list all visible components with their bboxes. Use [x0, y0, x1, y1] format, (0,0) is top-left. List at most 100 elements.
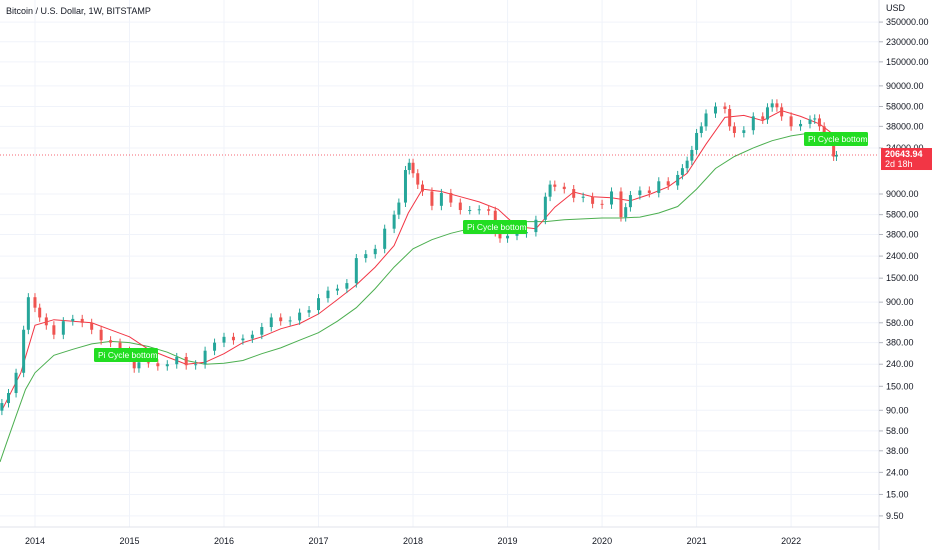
- signal-label-3: Pi Cycle bottom: [804, 132, 868, 146]
- candle-body: [822, 126, 826, 138]
- candle-body: [680, 168, 684, 175]
- x-tick-label: 2015: [119, 536, 139, 546]
- candle-body: [213, 342, 217, 351]
- candle-body: [534, 219, 538, 233]
- candle-body: [279, 317, 283, 322]
- candle-body: [416, 173, 420, 185]
- candle-body: [184, 356, 188, 366]
- x-tick-label: 2020: [592, 536, 612, 546]
- candle-body: [699, 126, 703, 133]
- candle-body: [392, 214, 396, 229]
- candle-body: [751, 116, 755, 131]
- candle-body: [817, 118, 821, 127]
- y-tick-label: 9000.00: [886, 189, 919, 199]
- candle-body: [33, 297, 37, 308]
- candle-body: [203, 350, 207, 365]
- candle-body: [543, 196, 547, 220]
- y-tick-label: 24.00: [886, 467, 909, 477]
- ma-line-green: [0, 131, 837, 463]
- candle-body: [298, 312, 302, 321]
- candle-body: [728, 108, 732, 127]
- candle-body: [38, 307, 42, 318]
- candle-body: [477, 209, 481, 211]
- candle-body: [403, 170, 407, 203]
- candle-body: [799, 123, 803, 127]
- y-tick-label: 150.00: [886, 381, 914, 391]
- candle-body: [808, 119, 812, 124]
- candle-body: [548, 184, 552, 197]
- candle-body: [99, 329, 103, 341]
- candle-body: [624, 207, 628, 218]
- candle-body: [770, 103, 774, 108]
- y-tick-label: 58.00: [886, 426, 909, 436]
- candle-body: [506, 235, 510, 239]
- candle-body: [628, 195, 632, 208]
- candle-body: [354, 258, 358, 284]
- candle-body: [260, 327, 264, 335]
- candle-body: [468, 210, 472, 212]
- candle-body: [411, 162, 415, 174]
- candle-body: [7, 393, 11, 404]
- right-axis-background[interactable]: [879, 0, 932, 550]
- y-tick-label: 580.00: [886, 318, 914, 328]
- candle-body: [345, 283, 349, 289]
- candle-body: [250, 334, 254, 339]
- candle-body: [222, 336, 226, 343]
- price-badge: 20643.94 2d 18h: [881, 148, 932, 171]
- candle-body: [439, 192, 443, 206]
- y-tick-label: 38.00: [886, 446, 909, 456]
- candle-body: [317, 298, 321, 311]
- candle-body: [420, 184, 424, 192]
- ma-green-layer: [0, 131, 837, 463]
- candle-body: [553, 184, 557, 187]
- y-tick-label: 90.00: [886, 405, 909, 415]
- candle-body: [780, 107, 784, 117]
- candle-body: [118, 342, 122, 351]
- candle-body: [156, 363, 160, 367]
- candle-body: [676, 174, 680, 186]
- candle-body: [364, 254, 368, 259]
- x-tick-label: 2017: [309, 536, 329, 546]
- candle-body: [591, 196, 595, 204]
- y-tick-label: 1500.00: [886, 273, 919, 283]
- candle-body: [231, 336, 235, 341]
- candle-body: [695, 132, 699, 150]
- candle-body: [619, 191, 623, 218]
- candle-body: [834, 155, 838, 157]
- candle-body: [832, 137, 836, 157]
- y-tick-label: 5800.00: [886, 210, 919, 220]
- candle-body: [742, 130, 746, 133]
- x-tick-label: 2019: [498, 536, 518, 546]
- candle-body: [26, 297, 30, 330]
- candle-body: [775, 103, 779, 108]
- y-tick-label: 150000.00: [886, 57, 929, 67]
- candle-layer: [0, 99, 838, 416]
- signal-layer: Pi Cycle bottom Pi Cycle bottom Pi Cycle…: [94, 132, 868, 362]
- y-tick-label: 58000.00: [886, 101, 924, 111]
- candle-body: [487, 209, 491, 211]
- x-tick-label: 2021: [687, 536, 707, 546]
- candle-body: [175, 356, 179, 365]
- candle-body: [723, 106, 727, 109]
- y-tick-label: 24000.00: [886, 143, 924, 153]
- y-tick-label: 90000.00: [886, 81, 924, 91]
- candle-body: [572, 189, 576, 198]
- candle-body: [610, 191, 614, 205]
- candle-body: [581, 196, 585, 198]
- x-tick-label: 2016: [214, 536, 234, 546]
- y-tick-label: 9.50: [886, 511, 904, 521]
- candle-body: [430, 191, 434, 206]
- candle-body: [194, 364, 198, 366]
- candle-body: [690, 149, 694, 161]
- candle-body: [22, 329, 26, 373]
- candle-body: [397, 202, 401, 215]
- candle-body: [407, 162, 411, 171]
- candle-body: [789, 116, 793, 127]
- y-tick-label: 240.00: [886, 359, 914, 369]
- candle-body: [666, 181, 670, 186]
- candle-body: [813, 118, 817, 120]
- svg-text:Pi Cycle bottom: Pi Cycle bottom: [808, 134, 868, 144]
- svg-text:Pi Cycle bottom: Pi Cycle bottom: [98, 350, 158, 360]
- candle-body: [14, 372, 18, 394]
